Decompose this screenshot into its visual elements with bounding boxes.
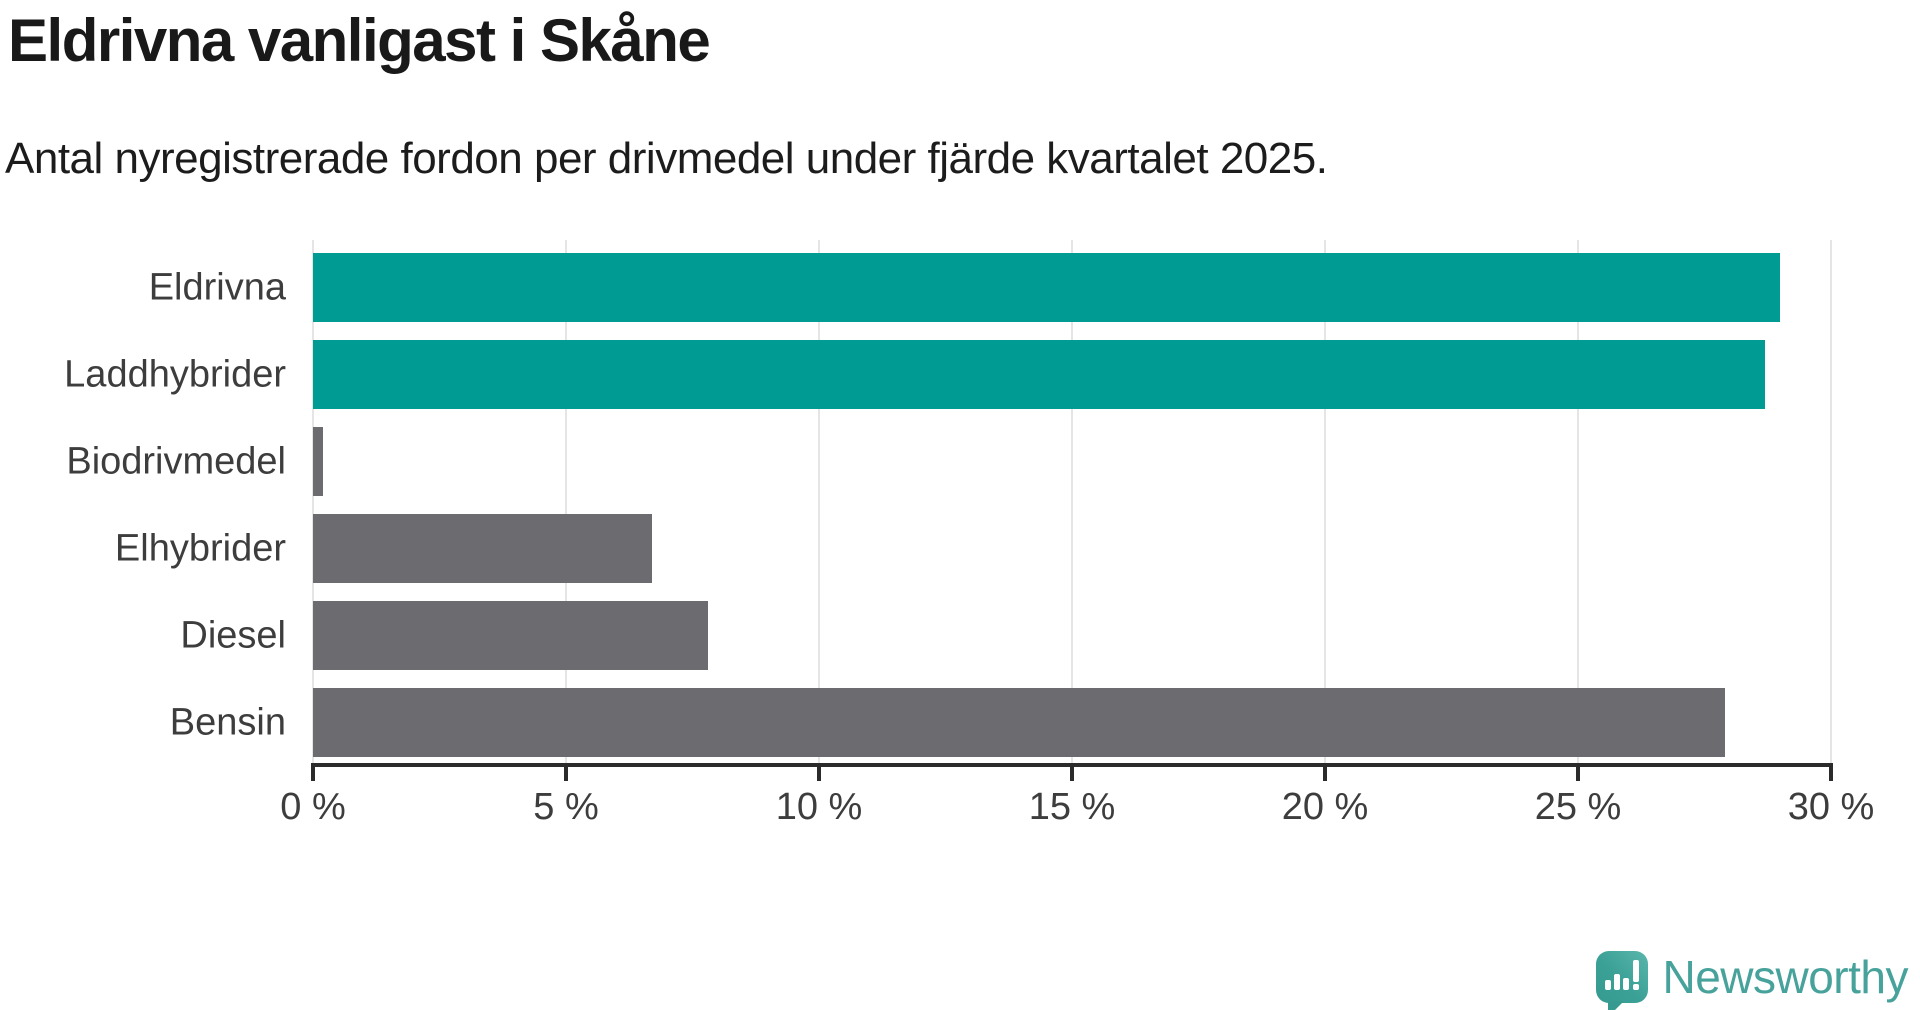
x-tick-10 <box>817 767 821 781</box>
x-tick-label-0: 0 % <box>280 786 346 828</box>
newsworthy-logo-text: Newsworthy <box>1662 951 1908 1003</box>
x-tick-label-30: 30 % <box>1787 786 1875 828</box>
category-label-elhybrider: Elhybrider <box>114 527 286 569</box>
x-tick-label-20: 20 % <box>1281 786 1369 828</box>
category-axis-labels: Eldrivna Laddhybrider Biodrivmedel Elhybrid… <box>0 240 286 763</box>
x-tick-15 <box>1070 767 1074 781</box>
x-tick-30 <box>1829 767 1833 781</box>
x-tick-label-25: 25 % <box>1534 786 1622 828</box>
category-label-bensin: Bensin <box>169 701 286 743</box>
x-tick-label-10: 10 % <box>775 786 863 828</box>
category-label-biodrivmedel: Biodrivmedel <box>66 440 286 482</box>
gridline-15-percent <box>1071 240 1073 763</box>
bar-bensin <box>313 688 1725 757</box>
x-tick-label-5: 5 % <box>533 786 599 828</box>
newsworthy-logo: Newsworthy <box>1596 950 1908 1010</box>
logo-mini-bar-1 <box>1605 980 1612 990</box>
bar-diesel <box>313 601 708 670</box>
x-tick-label-15: 15 % <box>1028 786 1116 828</box>
gridline-30-percent <box>1830 240 1832 763</box>
x-axis-line <box>311 763 1833 767</box>
gridline-5-percent <box>565 240 567 763</box>
plot-area <box>312 240 1832 763</box>
bar-elhybrider <box>313 514 653 583</box>
gridline-25-percent <box>1577 240 1579 763</box>
logo-exclamation-dot <box>1633 984 1640 990</box>
gridline-10-percent <box>818 240 820 763</box>
newsworthy-speech-bubble-bar-chart-icon <box>1596 951 1649 1010</box>
chart-title: Eldrivna vanligast i Skåne <box>8 7 711 74</box>
category-label-laddhybrider: Laddhybrider <box>64 353 286 395</box>
bar-laddhybrider <box>313 340 1766 409</box>
x-tick-25 <box>1576 767 1580 781</box>
logo-exclamation-line <box>1633 960 1640 982</box>
chart-subtitle: Antal nyregistrerade fordon per drivmede… <box>5 134 1328 183</box>
category-label-eldrivna: Eldrivna <box>148 266 286 308</box>
bar-eldrivna <box>313 253 1781 322</box>
x-tick-5 <box>564 767 568 781</box>
bar-biodrivmedel <box>313 427 324 496</box>
x-tick-20 <box>1323 767 1327 781</box>
category-label-diesel: Diesel <box>180 614 286 656</box>
logo-mini-bar-2 <box>1614 974 1621 990</box>
x-tick-0 <box>311 767 315 781</box>
gridline-20-percent <box>1324 240 1326 763</box>
logo-mini-bar-3 <box>1623 978 1630 990</box>
gridline-0-percent <box>312 240 314 763</box>
